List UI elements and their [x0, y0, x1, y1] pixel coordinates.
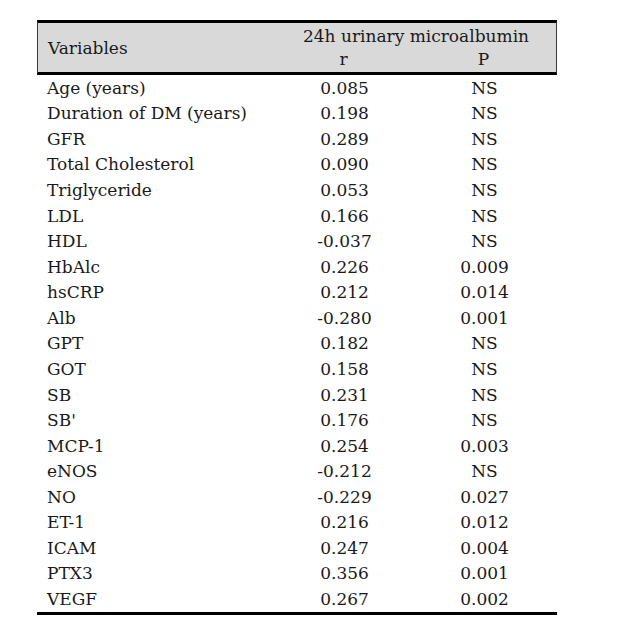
- r-value-cell: 0.053: [277, 180, 412, 200]
- variable-cell: eNOS: [37, 461, 277, 481]
- table-row: Alb -0.280 0.001: [37, 305, 557, 331]
- p-value-cell: NS: [412, 129, 557, 149]
- table-body: Age (years) 0.085 NS Duration of DM (yea…: [37, 75, 557, 615]
- variable-cell: PTX3: [37, 563, 277, 583]
- table-header: Variables 24h urinary microalbumin r P: [37, 20, 557, 75]
- r-value-cell: 0.289: [277, 129, 412, 149]
- header-group-label: 24h urinary microalbumin: [276, 25, 556, 48]
- variable-cell: SB': [37, 410, 277, 430]
- table-row: ICAM 0.247 0.004: [37, 535, 557, 561]
- header-group: 24h urinary microalbumin r P: [276, 23, 556, 72]
- variable-cell: Alb: [37, 308, 277, 328]
- table-row: GPT 0.182 NS: [37, 331, 557, 357]
- variable-cell: SB: [37, 385, 277, 405]
- table-row: hsCRP 0.212 0.014: [37, 280, 557, 306]
- r-value-cell: 0.231: [277, 385, 412, 405]
- p-value-cell: 0.009: [412, 257, 557, 277]
- r-value-cell: 0.226: [277, 257, 412, 277]
- table-row: Duration of DM (years) 0.198 NS: [37, 101, 557, 127]
- r-value-cell: -0.229: [277, 487, 412, 507]
- table-row: PTX3 0.356 0.001: [37, 561, 557, 587]
- variable-cell: Age (years): [37, 78, 277, 98]
- variable-cell: HDL: [37, 231, 277, 251]
- p-value-cell: NS: [412, 206, 557, 226]
- r-value-cell: 0.158: [277, 359, 412, 379]
- p-value-cell: NS: [412, 231, 557, 251]
- table-row: HbAlc 0.226 0.009: [37, 254, 557, 280]
- p-value-cell: NS: [412, 461, 557, 481]
- r-value-cell: 0.216: [277, 512, 412, 532]
- table-row: NO -0.229 0.027: [37, 484, 557, 510]
- table-row: Total Cholesterol 0.090 NS: [37, 152, 557, 178]
- variable-cell: Triglyceride: [37, 180, 277, 200]
- r-value-cell: 0.254: [277, 436, 412, 456]
- r-value-cell: -0.280: [277, 308, 412, 328]
- p-value-cell: 0.002: [412, 589, 557, 609]
- header-variables-label: Variables: [38, 23, 276, 72]
- table-row: Triglyceride 0.053 NS: [37, 177, 557, 203]
- variable-cell: GPT: [37, 333, 277, 353]
- variable-cell: GOT: [37, 359, 277, 379]
- variable-cell: Total Cholesterol: [37, 154, 277, 174]
- r-value-cell: 0.090: [277, 154, 412, 174]
- table-row: ET-1 0.216 0.012: [37, 510, 557, 536]
- table-row: LDL 0.166 NS: [37, 203, 557, 229]
- table-row: SB 0.231 NS: [37, 382, 557, 408]
- r-value-cell: 0.166: [277, 206, 412, 226]
- p-value-cell: NS: [412, 103, 557, 123]
- r-value-cell: 0.212: [277, 282, 412, 302]
- table-row: GOT 0.158 NS: [37, 356, 557, 382]
- variable-cell: Duration of DM (years): [37, 103, 277, 123]
- variable-cell: NO: [37, 487, 277, 507]
- table-row: Age (years) 0.085 NS: [37, 75, 557, 101]
- p-value-cell: 0.001: [412, 308, 557, 328]
- r-value-cell: 0.267: [277, 589, 412, 609]
- variable-cell: hsCRP: [37, 282, 277, 302]
- variable-cell: ET-1: [37, 512, 277, 532]
- variable-cell: GFR: [37, 129, 277, 149]
- p-value-cell: NS: [412, 410, 557, 430]
- variable-cell: HbAlc: [37, 257, 277, 277]
- p-value-cell: NS: [412, 78, 557, 98]
- table-row: HDL -0.037 NS: [37, 228, 557, 254]
- table-row: eNOS -0.212 NS: [37, 458, 557, 484]
- p-value-cell: NS: [412, 333, 557, 353]
- variable-cell: LDL: [37, 206, 277, 226]
- r-value-cell: 0.198: [277, 103, 412, 123]
- p-value-cell: NS: [412, 180, 557, 200]
- r-value-cell: -0.037: [277, 231, 412, 251]
- p-value-cell: 0.027: [412, 487, 557, 507]
- table-row: VEGF 0.267 0.002: [37, 586, 557, 612]
- variable-cell: MCP-1: [37, 436, 277, 456]
- r-value-cell: 0.085: [277, 78, 412, 98]
- header-subrow: r P: [276, 48, 556, 71]
- correlation-table: Variables 24h urinary microalbumin r P A…: [37, 20, 557, 615]
- variable-cell: ICAM: [37, 538, 277, 558]
- p-value-cell: NS: [412, 385, 557, 405]
- p-value-cell: 0.001: [412, 563, 557, 583]
- variable-cell: VEGF: [37, 589, 277, 609]
- p-value-cell: 0.003: [412, 436, 557, 456]
- p-value-cell: NS: [412, 359, 557, 379]
- table-row: SB' 0.176 NS: [37, 407, 557, 433]
- header-p-label: P: [411, 48, 556, 71]
- p-value-cell: NS: [412, 154, 557, 174]
- p-value-cell: 0.012: [412, 512, 557, 532]
- r-value-cell: 0.356: [277, 563, 412, 583]
- header-r-label: r: [276, 48, 411, 71]
- r-value-cell: -0.212: [277, 461, 412, 481]
- table-row: MCP-1 0.254 0.003: [37, 433, 557, 459]
- p-value-cell: 0.014: [412, 282, 557, 302]
- p-value-cell: 0.004: [412, 538, 557, 558]
- r-value-cell: 0.247: [277, 538, 412, 558]
- r-value-cell: 0.176: [277, 410, 412, 430]
- r-value-cell: 0.182: [277, 333, 412, 353]
- table-row: GFR 0.289 NS: [37, 126, 557, 152]
